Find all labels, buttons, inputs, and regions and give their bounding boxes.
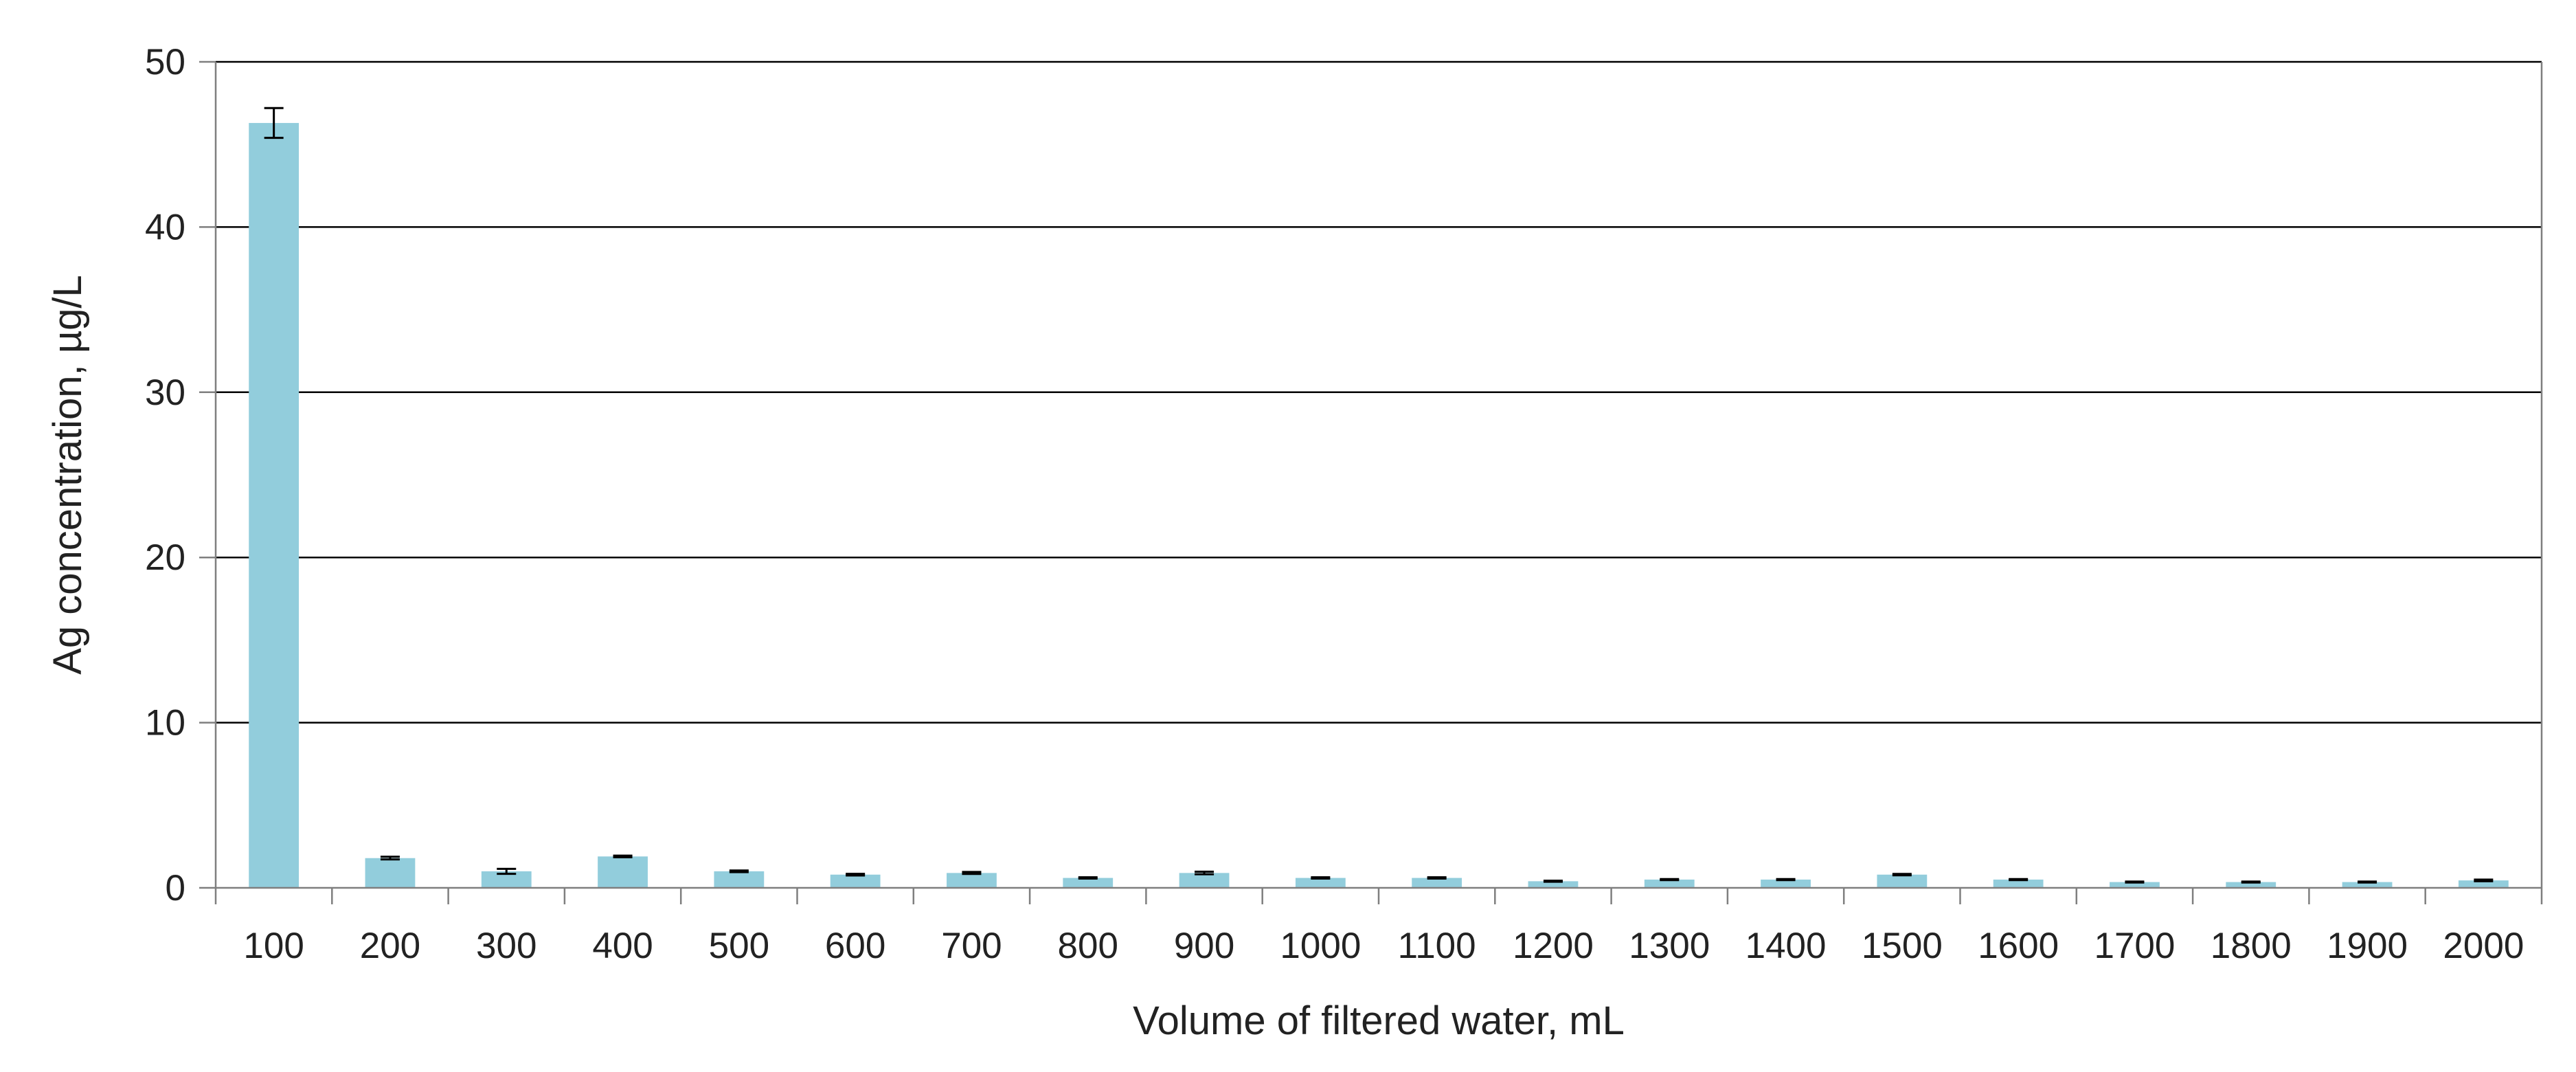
x-tick-label: 1600: [1978, 926, 2059, 966]
x-tick-label: 500: [709, 926, 769, 966]
bar: [2226, 882, 2276, 888]
x-tick-label: 1000: [1280, 926, 1361, 966]
bar: [714, 871, 765, 888]
x-tick-label: 1300: [1629, 926, 1710, 966]
y-axis-title: Ag concentration, µg/L: [45, 275, 90, 675]
y-tick-label: 0: [166, 868, 185, 908]
x-tick-label: 700: [941, 926, 1002, 966]
x-tick-label: 600: [825, 926, 885, 966]
x-tick-label: 1400: [1745, 926, 1827, 966]
x-tick-label: 1700: [2094, 926, 2175, 966]
y-tick-label: 10: [145, 703, 185, 744]
bar: [2458, 880, 2509, 888]
axes: [199, 60, 2543, 904]
x-tick-label: 1500: [1862, 926, 1943, 966]
bars: [249, 107, 2509, 888]
bar: [365, 858, 416, 888]
x-tick-label: 100: [243, 926, 304, 966]
bar: [249, 122, 300, 888]
bar: [1528, 881, 1579, 888]
bar: [2110, 882, 2160, 888]
bar: [947, 873, 997, 888]
x-tick-label: 300: [476, 926, 536, 966]
y-tick-label: 50: [145, 42, 185, 82]
bar: [830, 874, 881, 888]
x-tick-label: 1200: [1513, 926, 1594, 966]
gridlines: [216, 60, 2542, 724]
bar: [1179, 873, 1230, 888]
x-tick-label: 200: [360, 926, 420, 966]
bar: [2342, 882, 2393, 888]
bar: [1063, 878, 1114, 888]
x-tick-label: 800: [1058, 926, 1118, 966]
tick-labels: 0 10 20 30 40 50 100 200 300 400 500 600 700 800 900 10…: [145, 42, 2524, 966]
y-tick-label: 40: [145, 207, 185, 247]
bar: [1412, 878, 1462, 888]
x-tick-label: 900: [1174, 926, 1234, 966]
x-tick-label: 1800: [2211, 926, 2292, 966]
x-tick-label: 400: [592, 926, 653, 966]
x-tick-label: 1900: [2327, 926, 2408, 966]
bar: [1993, 879, 2044, 888]
y-tick-label: 30: [145, 372, 185, 413]
bar: [1295, 878, 1346, 888]
bar: [1761, 879, 1811, 888]
bar: [598, 856, 648, 888]
bar: [1877, 874, 1928, 888]
y-tick-label: 20: [145, 537, 185, 578]
x-tick-label: 1100: [1398, 926, 1476, 966]
x-axis-title: Volume of filtered water, mL: [1133, 998, 1625, 1043]
x-tick-label: 2000: [2443, 926, 2524, 966]
bar: [1644, 879, 1695, 888]
